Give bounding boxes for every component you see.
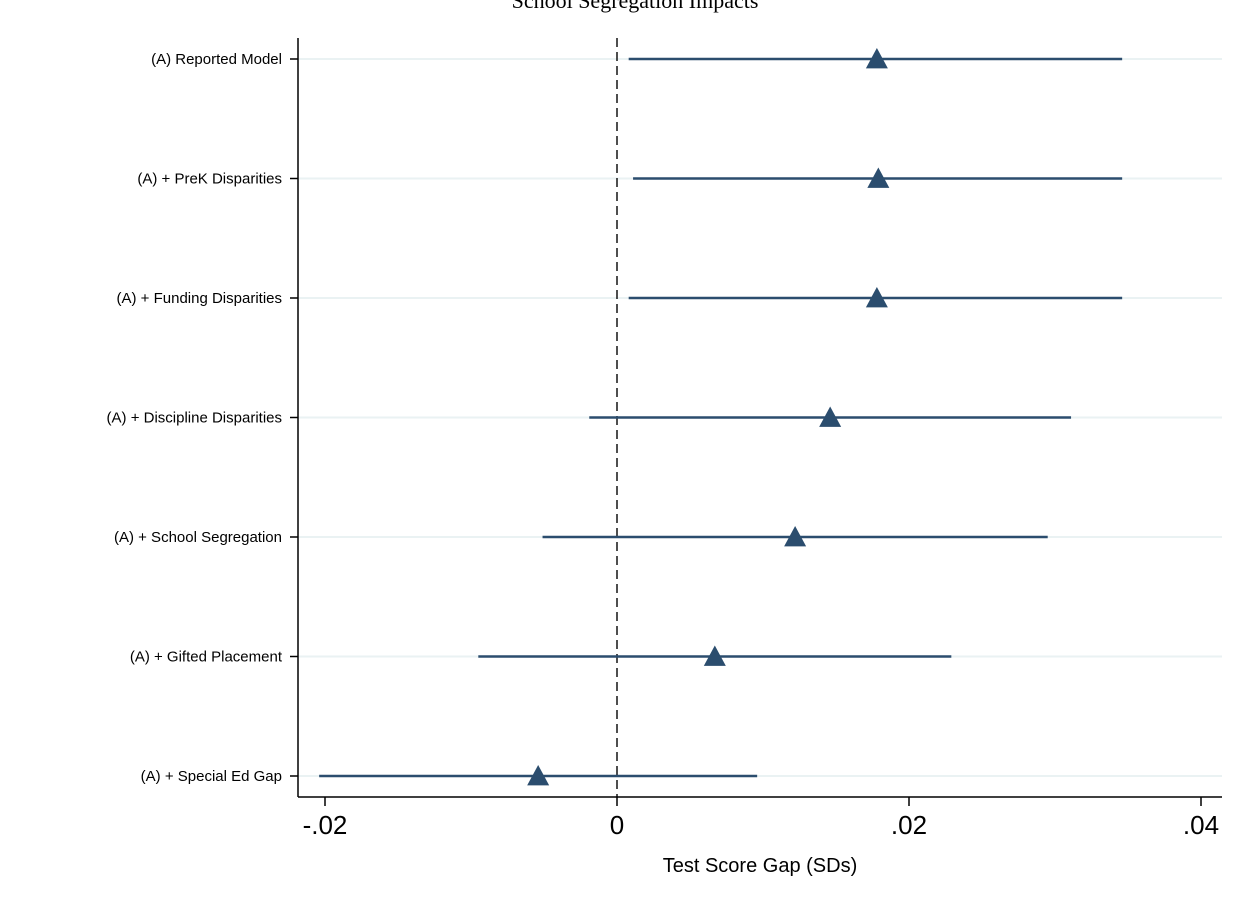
estimate-marker: [865, 287, 888, 308]
estimate-marker: [865, 48, 888, 69]
y-tick-label: (A) + PreK Disparities: [137, 171, 282, 188]
estimate-marker: [784, 526, 807, 547]
x-tick-label: .04: [1183, 810, 1219, 840]
y-tick-label: (A) + Discipline Disparities: [107, 410, 282, 427]
estimate-marker: [703, 645, 726, 666]
y-tick-label: (A) Reported Model: [151, 51, 282, 68]
estimate-marker: [527, 765, 550, 786]
y-tick-label: (A) + Special Ed Gap: [141, 768, 282, 785]
x-axis-label: Test Score Gap (SDs): [663, 855, 858, 877]
chart-title: School Segregation Impacts: [512, 0, 759, 13]
y-tick-label: (A) + School Segregation: [114, 529, 282, 546]
x-tick-label: 0: [610, 810, 624, 840]
x-tick-label: .02: [891, 810, 927, 840]
x-tick-label: -.02: [303, 810, 348, 840]
estimate-marker: [819, 406, 842, 427]
estimate-marker: [867, 167, 890, 188]
y-tick-label: (A) + Funding Disparities: [117, 290, 282, 307]
y-tick-label: (A) + Gifted Placement: [130, 649, 283, 666]
